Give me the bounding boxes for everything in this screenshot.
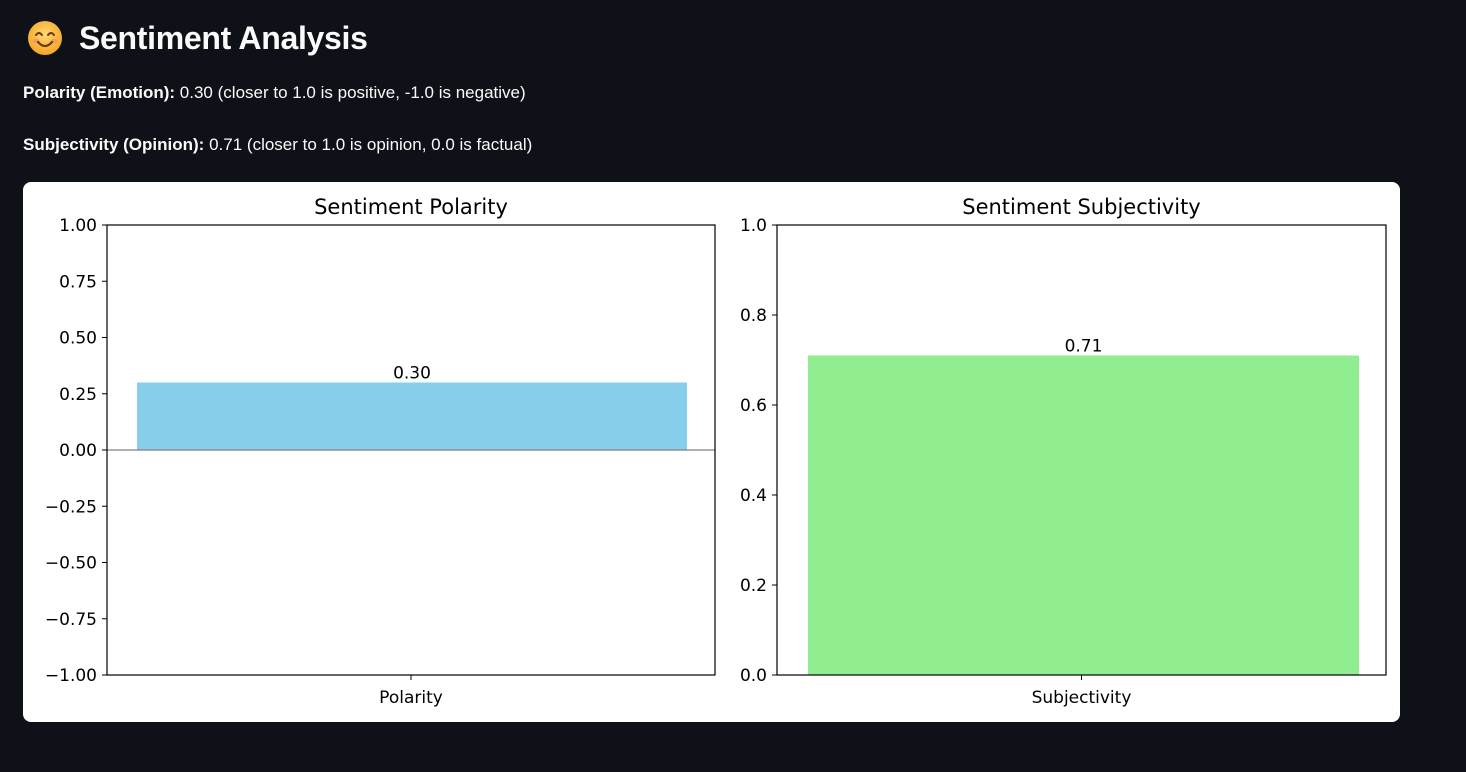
polarity-y-tick-label: 0.25 [59, 385, 97, 405]
charts-svg: 0.30 Polarity −1.00 −0.75 −0.50 −0.25 0.00 0.25… [45, 195, 1387, 708]
polarity-y-tick-label: −0.75 [45, 610, 97, 630]
polarity-bar-label: 0.30 [393, 364, 431, 384]
subjectivity-label: Subjectivity (Opinion): [23, 135, 205, 154]
subjectivity-note: (closer to 1.0 is opinion, 0.0 is factua… [246, 135, 533, 154]
subjectivity-y-tick-label: 0.8 [740, 306, 767, 326]
polarity-y-tick-label: 0.00 [59, 441, 97, 461]
polarity-y-tick-label: −0.50 [45, 554, 97, 574]
subjectivity-x-tick-label: Subjectivity [1032, 688, 1132, 708]
polarity-y-tick-label: 1.00 [59, 216, 97, 236]
page-title: Sentiment Analysis [79, 19, 368, 56]
page-heading: Sentiment Analysis [27, 14, 368, 62]
polarity-y-tick-label: −1.00 [45, 666, 97, 686]
subjectivity-y-tick-label: 0.4 [740, 486, 767, 506]
subjectivity-y-tick-label: 0.6 [740, 396, 767, 416]
polarity-metric: Polarity (Emotion): 0.30 (closer to 1.0 … [23, 83, 526, 103]
polarity-label: Polarity (Emotion): [23, 83, 176, 102]
subjectivity-y-tick-label: 1.0 [740, 216, 767, 236]
polarity-bar [137, 382, 687, 450]
polarity-note: (closer to 1.0 is positive, -1.0 is nega… [217, 83, 526, 102]
subjectivity-y-tick-label: 0.0 [740, 666, 767, 686]
polarity-value: 0.30 [179, 83, 213, 102]
subjectivity-axes-frame [776, 224, 1387, 676]
subjectivity-chart-title: Sentiment Subjectivity [962, 195, 1201, 219]
polarity-chart-title: Sentiment Polarity [314, 195, 508, 219]
polarity-y-tick-label: −0.25 [45, 497, 97, 517]
smiling-face-icon [28, 21, 62, 55]
polarity-y-tick-label: 0.50 [59, 329, 97, 349]
chart-figure: 0.30 Polarity −1.00 −0.75 −0.50 −0.25 0.00 0.25… [23, 182, 1400, 722]
subjectivity-bar-label: 0.71 [1065, 337, 1103, 357]
polarity-y-tick-label: 0.75 [59, 272, 97, 292]
subjectivity-bar [808, 355, 1359, 675]
subjectivity-metric: Subjectivity (Opinion): 0.71 (closer to … [23, 135, 532, 155]
subjectivity-value: 0.71 [209, 135, 243, 154]
subjectivity-y-tick-label: 0.2 [740, 576, 767, 596]
polarity-x-tick-label: Polarity [379, 688, 443, 708]
